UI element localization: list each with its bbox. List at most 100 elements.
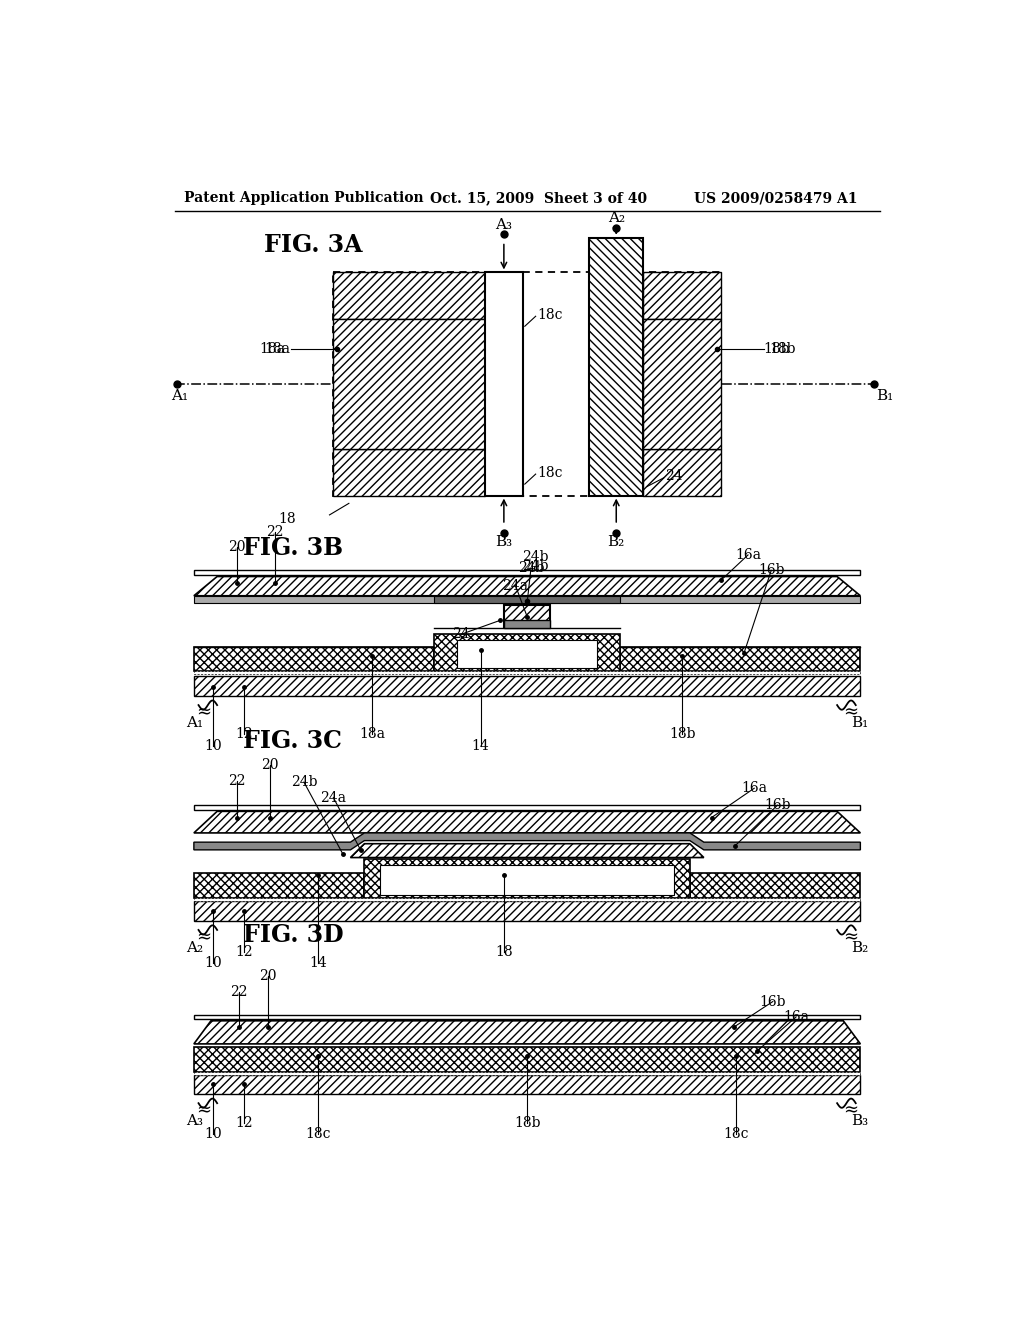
Text: 18b: 18b: [514, 1117, 541, 1130]
Bar: [434, 595, 621, 603]
Text: 24b: 24b: [291, 775, 317, 789]
Text: 24: 24: [453, 627, 470, 642]
Text: 10: 10: [205, 739, 222, 752]
Text: 20: 20: [227, 540, 246, 554]
Text: 22: 22: [266, 525, 284, 539]
Bar: [643, 318, 721, 449]
Text: 18c: 18c: [724, 1127, 750, 1140]
Text: 12: 12: [236, 727, 253, 742]
Text: 16b: 16b: [758, 564, 784, 577]
Polygon shape: [194, 577, 860, 595]
Bar: [194, 570, 860, 576]
Bar: [334, 272, 484, 318]
Text: B₁: B₁: [876, 388, 893, 403]
Bar: [194, 1072, 860, 1074]
Text: 22: 22: [230, 985, 248, 998]
Bar: [334, 272, 721, 496]
Text: 18a: 18a: [259, 342, 286, 356]
Text: A₃: A₃: [496, 218, 512, 231]
Text: 18c: 18c: [305, 1127, 331, 1140]
Text: 10: 10: [205, 1127, 222, 1140]
Polygon shape: [194, 833, 860, 850]
Bar: [194, 671, 860, 675]
Polygon shape: [194, 1020, 860, 1044]
Text: FIG. 3C: FIG. 3C: [243, 729, 342, 752]
Text: A₂: A₂: [186, 941, 203, 954]
Text: ≈: ≈: [843, 1102, 858, 1119]
Text: ≈: ≈: [197, 929, 211, 946]
Text: A₁: A₁: [186, 715, 203, 730]
Text: FIG. 3B: FIG. 3B: [243, 536, 343, 560]
Text: 18: 18: [279, 512, 296, 525]
Bar: [194, 873, 365, 898]
Bar: [194, 647, 434, 671]
Bar: [365, 859, 690, 898]
Text: 18: 18: [495, 945, 513, 958]
Bar: [690, 873, 860, 898]
Text: ≈: ≈: [843, 704, 858, 722]
Text: 24: 24: [665, 470, 683, 483]
Bar: [194, 1047, 860, 1072]
Bar: [504, 605, 550, 628]
Text: 18a: 18a: [359, 727, 385, 742]
Text: 22: 22: [227, 774, 246, 788]
Text: 20: 20: [261, 758, 279, 772]
Bar: [621, 647, 860, 671]
Text: A₂: A₂: [607, 211, 625, 226]
Text: FIG. 3D: FIG. 3D: [243, 923, 343, 946]
Text: 24a: 24a: [503, 578, 528, 593]
Bar: [504, 620, 550, 628]
Text: B₂: B₂: [851, 941, 868, 954]
Text: Oct. 15, 2009  Sheet 3 of 40: Oct. 15, 2009 Sheet 3 of 40: [430, 191, 647, 206]
Bar: [334, 318, 484, 449]
Text: B₁: B₁: [851, 715, 868, 730]
Text: 18b: 18b: [669, 727, 695, 742]
Text: 18c: 18c: [538, 466, 563, 479]
Bar: [194, 595, 860, 603]
Text: 18b: 18b: [769, 342, 796, 356]
Text: ≈: ≈: [197, 1102, 211, 1119]
Bar: [334, 449, 484, 496]
Bar: [643, 449, 721, 496]
Text: 16a: 16a: [741, 781, 767, 795]
Text: 18c: 18c: [538, 308, 563, 322]
Bar: [194, 1074, 860, 1094]
Polygon shape: [350, 843, 703, 858]
Text: 16b: 16b: [764, 799, 791, 812]
Bar: [194, 898, 860, 900]
Text: 16b: 16b: [760, 994, 786, 1008]
Text: 18a: 18a: [265, 342, 291, 356]
Text: ≈: ≈: [843, 929, 858, 946]
Text: 14: 14: [472, 739, 489, 752]
Text: B₃: B₃: [851, 1114, 868, 1127]
Bar: [194, 902, 860, 921]
Polygon shape: [589, 238, 643, 496]
Text: 18b: 18b: [764, 342, 790, 356]
Text: 12: 12: [236, 1117, 253, 1130]
Bar: [434, 635, 621, 671]
Text: ≈: ≈: [197, 704, 211, 722]
Text: B₂: B₂: [607, 535, 625, 549]
Text: 16a: 16a: [783, 1010, 809, 1024]
Bar: [380, 866, 675, 895]
Bar: [194, 805, 860, 810]
Bar: [458, 640, 597, 668]
Text: Patent Application Publication: Patent Application Publication: [183, 191, 424, 206]
Text: 24b: 24b: [521, 550, 548, 564]
Bar: [484, 272, 523, 496]
Text: A₃: A₃: [186, 1114, 203, 1127]
Text: 14: 14: [309, 956, 327, 970]
Text: 10: 10: [205, 956, 222, 970]
Text: 12: 12: [236, 945, 253, 958]
Text: US 2009/0258479 A1: US 2009/0258479 A1: [693, 191, 857, 206]
Text: 24b: 24b: [518, 561, 544, 576]
Polygon shape: [194, 812, 860, 833]
Text: 16a: 16a: [735, 548, 761, 562]
Bar: [643, 272, 721, 318]
Bar: [194, 1015, 860, 1019]
Text: 24b: 24b: [521, 560, 548, 573]
Text: B₃: B₃: [496, 535, 512, 549]
Text: 24a: 24a: [321, 791, 346, 804]
Text: 20: 20: [259, 969, 276, 983]
Bar: [194, 676, 860, 696]
